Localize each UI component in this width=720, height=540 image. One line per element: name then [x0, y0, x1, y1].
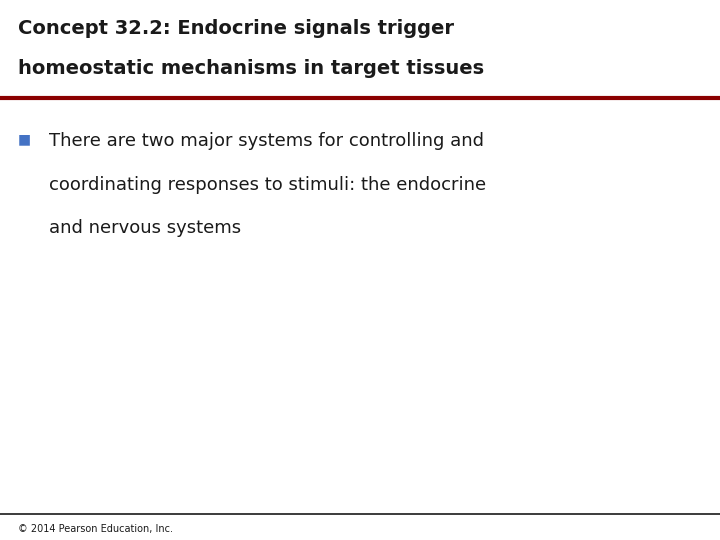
Text: homeostatic mechanisms in target tissues: homeostatic mechanisms in target tissues: [18, 59, 484, 78]
Text: and nervous systems: and nervous systems: [49, 219, 241, 237]
Text: © 2014 Pearson Education, Inc.: © 2014 Pearson Education, Inc.: [18, 523, 173, 534]
Text: Concept 32.2: Endocrine signals trigger: Concept 32.2: Endocrine signals trigger: [18, 19, 454, 38]
Text: coordinating responses to stimuli: the endocrine: coordinating responses to stimuli: the e…: [49, 176, 486, 193]
Text: There are two major systems for controlling and: There are two major systems for controll…: [49, 132, 484, 150]
Text: ■: ■: [18, 132, 31, 146]
